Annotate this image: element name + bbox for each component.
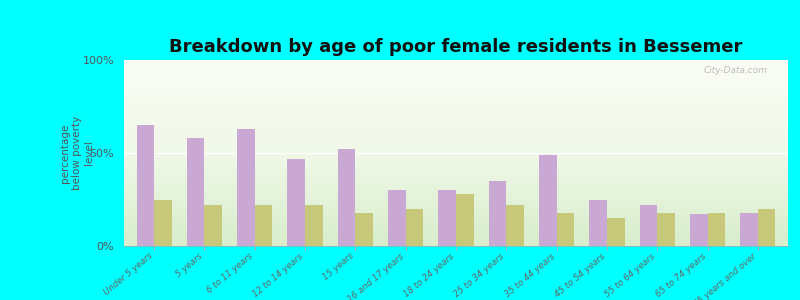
Bar (557, 212, 574, 246)
Bar (506, 205, 524, 246)
Bar (205, 205, 222, 246)
Bar (758, 209, 775, 246)
Bar (640, 205, 658, 246)
Bar (388, 190, 406, 246)
Text: City-Data.com: City-Data.com (704, 66, 768, 75)
Bar (658, 212, 675, 246)
Bar (539, 155, 557, 246)
Bar (690, 214, 707, 246)
Bar (338, 149, 355, 246)
Bar (456, 194, 474, 246)
Bar (254, 205, 272, 246)
Bar (355, 212, 373, 246)
Bar (137, 125, 154, 246)
Bar (305, 205, 322, 246)
Bar (489, 181, 506, 246)
Bar (740, 212, 758, 246)
Bar (438, 190, 456, 246)
Bar (237, 129, 254, 246)
Y-axis label: percentage
below poverty
level: percentage below poverty level (61, 116, 94, 190)
Bar (187, 138, 205, 246)
Bar (590, 200, 607, 246)
Bar (154, 200, 172, 246)
Bar (607, 218, 625, 246)
Title: Breakdown by age of poor female residents in Bessemer: Breakdown by age of poor female resident… (170, 38, 742, 56)
Bar (707, 212, 725, 246)
Bar (406, 209, 423, 246)
Bar (287, 159, 305, 246)
